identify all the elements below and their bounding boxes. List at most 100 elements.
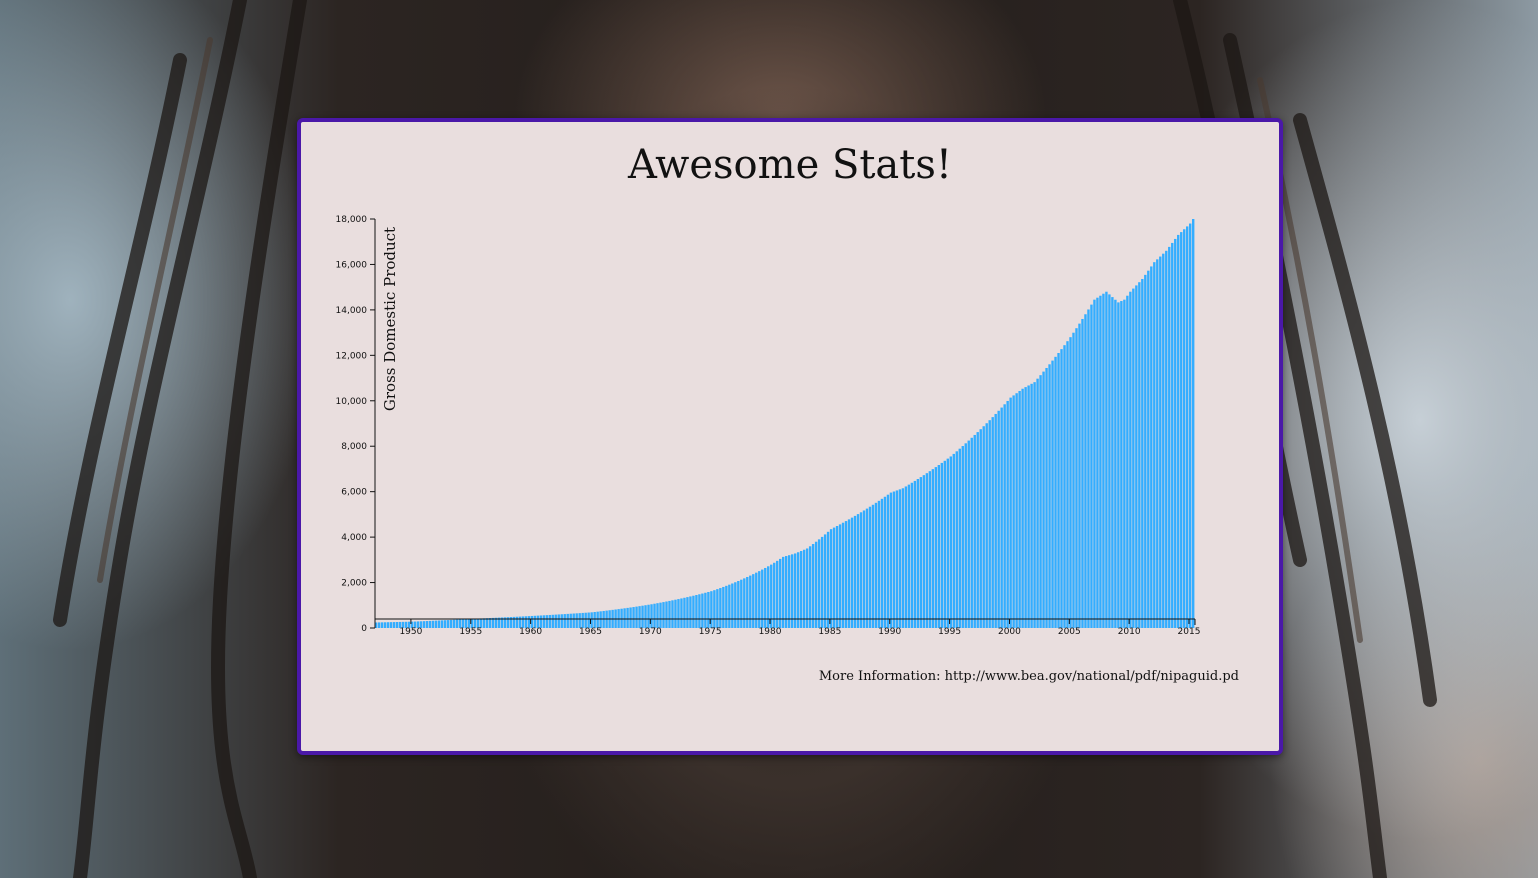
bar-169: [880, 498, 884, 628]
bar-14: [416, 621, 420, 628]
bar-86: [632, 607, 635, 628]
x-tick-label-0: 1950: [399, 627, 422, 637]
bar-264: [1165, 250, 1168, 628]
bar-152: [829, 529, 833, 628]
bar-215: [1018, 390, 1021, 628]
bar-203: [982, 426, 985, 628]
bar-219: [1030, 383, 1033, 628]
bar-255: [1138, 282, 1141, 628]
bar-12: [410, 621, 414, 628]
bar-125: [749, 575, 752, 628]
x-tick-label-1: 1955: [459, 627, 482, 637]
bar-106: [692, 595, 695, 628]
bar-259: [1150, 266, 1153, 628]
bar-10: [404, 621, 408, 628]
bar-27: [455, 619, 459, 628]
bar-50: [524, 616, 528, 628]
bar-82: [620, 608, 623, 628]
bar-209: [1000, 407, 1003, 628]
bar-93: [653, 603, 656, 628]
x-tick-label-6: 1980: [759, 627, 782, 637]
bar-119: [731, 583, 734, 628]
bar-241: [1096, 297, 1099, 628]
bar-128: [758, 571, 761, 628]
bar-139: [790, 554, 794, 628]
bar-233: [1072, 332, 1075, 628]
bar-67: [575, 613, 578, 628]
bar-248: [1117, 302, 1120, 628]
bar-270: [1183, 229, 1186, 628]
bar-182: [919, 477, 923, 628]
bar-271: [1186, 226, 1189, 629]
bar-148: [817, 539, 821, 628]
bar-48: [518, 616, 522, 628]
bar-42: [500, 617, 504, 628]
bar-129: [761, 569, 764, 628]
bar-213: [1012, 395, 1015, 628]
bar-38: [488, 618, 492, 628]
bar-110: [704, 592, 707, 628]
bar-138: [787, 555, 791, 628]
bar-96: [662, 602, 665, 628]
bar-162: [859, 512, 863, 628]
bar-251: [1126, 295, 1129, 628]
bar-254: [1135, 285, 1138, 628]
bar-260: [1153, 262, 1156, 628]
bar-71: [587, 612, 590, 628]
bar-60: [554, 614, 557, 628]
bar-115: [719, 588, 722, 628]
bar-243: [1102, 293, 1105, 628]
bar-196: [961, 446, 964, 628]
bar-121: [737, 580, 740, 628]
bar-55: [539, 615, 542, 628]
bar-159: [850, 517, 854, 628]
bar-135: [779, 558, 782, 628]
bar-20: [434, 620, 438, 628]
bar-179: [910, 482, 914, 628]
bar-189: [940, 462, 944, 628]
bar-232: [1069, 337, 1072, 628]
bar-63: [563, 614, 566, 628]
bar-120: [734, 582, 737, 628]
bar-83: [623, 608, 626, 628]
bar-72: [590, 612, 593, 628]
bar-62: [560, 614, 563, 628]
bar-140: [793, 553, 797, 628]
gdp-bar-chart: 0 2,000 4,000 6,000 8,000 10,000 12,000 14,000 1…: [336, 215, 1201, 637]
bar-167: [874, 502, 878, 628]
bar-127: [755, 572, 758, 628]
bar-28: [458, 619, 462, 628]
bar-126: [752, 574, 755, 628]
bar-104: [686, 597, 689, 628]
bar-157: [844, 521, 848, 628]
bar-6: [392, 622, 396, 628]
bar-240: [1093, 299, 1096, 628]
bar-101: [677, 599, 680, 628]
bar-108: [698, 594, 701, 628]
bar-30: [464, 619, 468, 628]
bar-158: [847, 519, 851, 628]
bar-186: [931, 469, 935, 628]
bar-217: [1024, 387, 1027, 628]
y-tick-label-0: 0: [361, 624, 367, 634]
bar-123: [743, 578, 746, 628]
bar-208: [997, 410, 1000, 628]
bar-246: [1111, 297, 1114, 628]
bar-95: [659, 602, 662, 628]
bar-244: [1105, 291, 1108, 628]
x-tick-label-13: 2015: [1178, 627, 1201, 637]
bar-131: [767, 566, 770, 628]
bar-87: [635, 606, 638, 628]
bar-97: [665, 601, 668, 628]
bar-181: [916, 479, 920, 628]
bar-201: [976, 432, 979, 628]
bar-210: [1003, 404, 1006, 628]
bar-164: [865, 508, 869, 628]
bar-134: [776, 560, 779, 628]
bar-218: [1027, 385, 1030, 628]
bar-18: [428, 620, 432, 628]
bar-154: [835, 526, 839, 628]
bar-190: [943, 460, 946, 628]
bar-114: [716, 589, 719, 628]
bar-229: [1060, 349, 1063, 628]
